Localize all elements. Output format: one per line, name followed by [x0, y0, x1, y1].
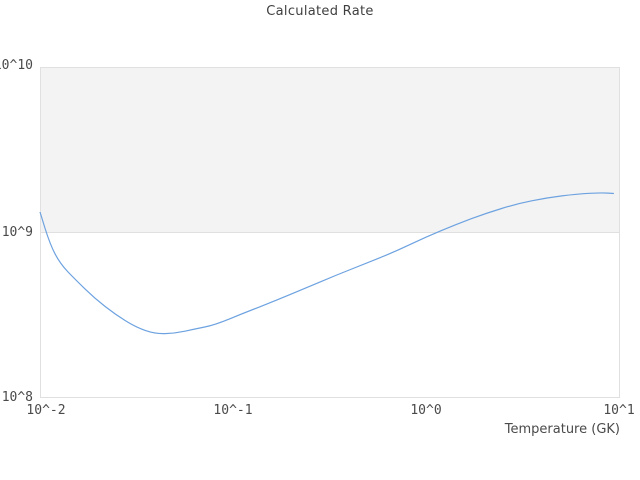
- ytick-1e9: 10^9: [1, 225, 33, 240]
- decade-shaded-band: [40, 67, 620, 233]
- xtick-1e-1: 10^-1: [213, 403, 253, 418]
- chart-title: Calculated Rate: [266, 4, 374, 19]
- ytick-1e8: 10^8: [1, 390, 33, 405]
- rate-curve: [39, 192, 614, 335]
- xtick-1e-2: 10^-2: [26, 403, 66, 418]
- xtick-1e0: 10^0: [410, 403, 442, 418]
- plot-border: [40, 67, 620, 398]
- xtick-1e1: 10^1: [603, 403, 635, 418]
- x-axis-label: Temperature (GK): [504, 422, 620, 437]
- ytick-1e10: 10^10: [0, 58, 33, 73]
